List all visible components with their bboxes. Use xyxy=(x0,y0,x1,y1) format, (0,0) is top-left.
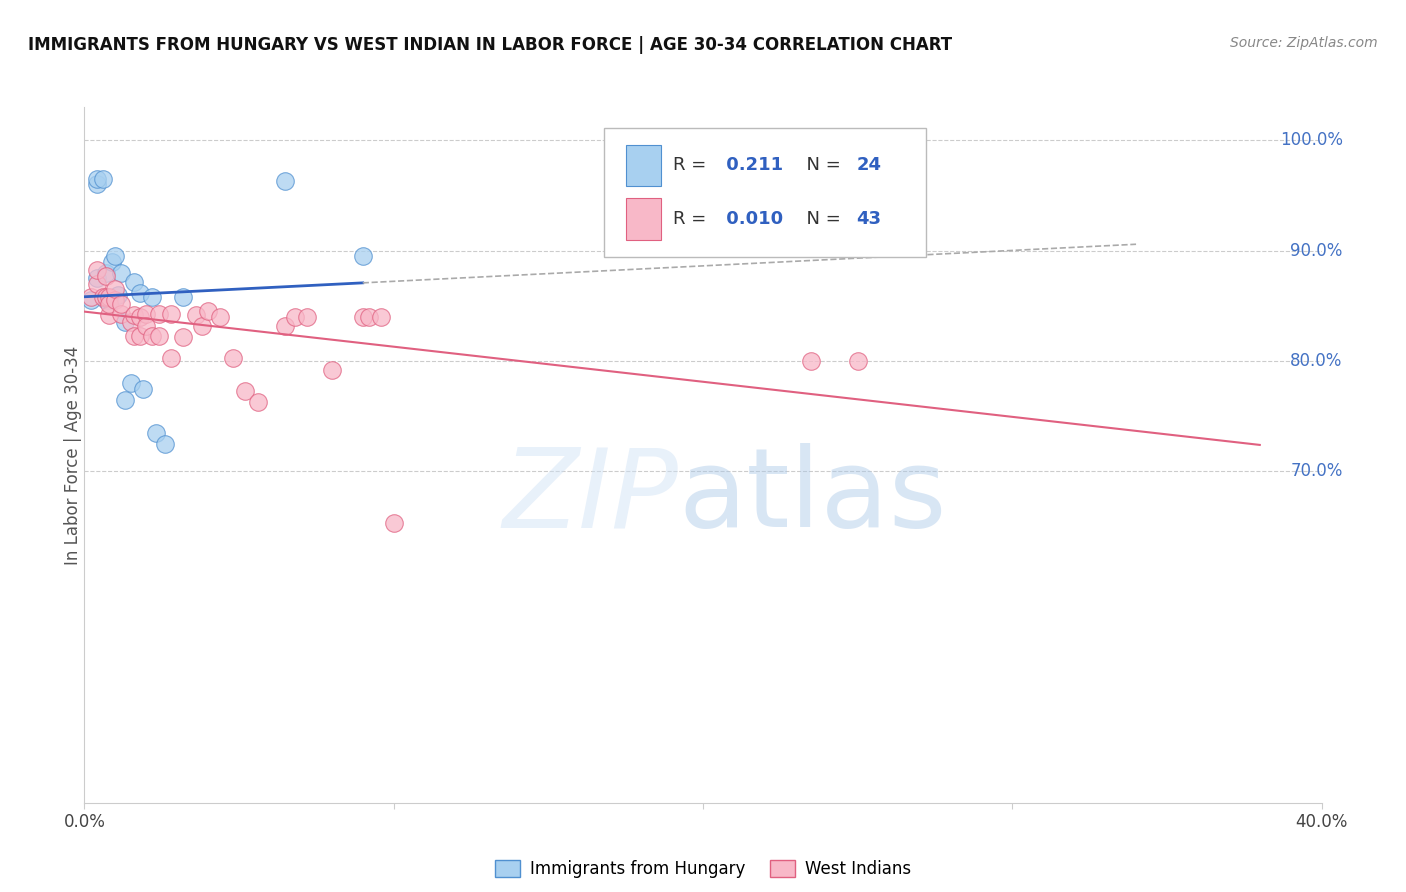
Text: 80.0%: 80.0% xyxy=(1291,352,1343,370)
Point xyxy=(197,304,219,318)
Point xyxy=(79,293,101,308)
FancyBboxPatch shape xyxy=(626,198,661,240)
Point xyxy=(129,328,152,343)
Point xyxy=(98,290,121,304)
Point xyxy=(148,328,170,343)
Point xyxy=(382,516,405,531)
Point xyxy=(246,395,269,409)
Point xyxy=(86,271,108,285)
FancyBboxPatch shape xyxy=(626,145,661,186)
Point xyxy=(132,382,155,396)
Point xyxy=(370,310,392,324)
Point xyxy=(172,290,194,304)
Point xyxy=(122,308,145,322)
Point xyxy=(104,282,127,296)
Text: ZIP: ZIP xyxy=(502,443,678,550)
Text: 100.0%: 100.0% xyxy=(1279,131,1343,149)
Text: 90.0%: 90.0% xyxy=(1291,242,1343,260)
Text: N =: N = xyxy=(794,156,846,175)
Point xyxy=(110,296,132,310)
Point xyxy=(91,171,114,186)
Point xyxy=(114,392,136,407)
Point xyxy=(160,307,183,321)
Text: R =: R = xyxy=(673,156,713,175)
Text: 24: 24 xyxy=(856,156,882,175)
Legend: Immigrants from Hungary, West Indians: Immigrants from Hungary, West Indians xyxy=(488,854,918,885)
Text: 70.0%: 70.0% xyxy=(1291,462,1343,481)
Point xyxy=(86,277,108,291)
Point xyxy=(110,307,132,321)
Point xyxy=(184,308,207,322)
Point xyxy=(160,351,183,365)
Point xyxy=(122,275,145,289)
Point xyxy=(91,290,114,304)
Point xyxy=(129,310,152,324)
Point xyxy=(122,328,145,343)
Point xyxy=(104,293,127,308)
Text: 0.211: 0.211 xyxy=(720,156,783,175)
Point xyxy=(101,254,124,268)
Point xyxy=(141,290,163,304)
Point xyxy=(352,310,374,324)
Text: N =: N = xyxy=(794,210,846,228)
Point xyxy=(284,310,307,324)
Point xyxy=(800,354,823,368)
Point xyxy=(107,287,129,301)
Point xyxy=(94,266,117,280)
Point xyxy=(94,290,117,304)
Point xyxy=(172,330,194,344)
Point xyxy=(86,178,108,192)
Point xyxy=(129,285,152,300)
Point xyxy=(191,318,214,333)
Y-axis label: In Labor Force | Age 30-34: In Labor Force | Age 30-34 xyxy=(65,345,82,565)
Text: atlas: atlas xyxy=(678,443,946,550)
Point xyxy=(295,310,318,324)
Text: 0.010: 0.010 xyxy=(720,210,783,228)
Point xyxy=(141,328,163,343)
Point xyxy=(120,315,142,329)
Point xyxy=(94,268,117,283)
Point xyxy=(86,171,108,186)
Point xyxy=(104,249,127,263)
Point xyxy=(209,310,232,324)
Point xyxy=(135,318,157,333)
Point xyxy=(98,296,121,310)
Point xyxy=(846,354,869,368)
FancyBboxPatch shape xyxy=(605,128,925,257)
Point xyxy=(120,376,142,391)
Text: Source: ZipAtlas.com: Source: ZipAtlas.com xyxy=(1230,36,1378,50)
Point xyxy=(110,266,132,280)
Point xyxy=(148,307,170,321)
Point xyxy=(114,315,136,329)
Point xyxy=(233,384,256,398)
Text: 43: 43 xyxy=(856,210,882,228)
Point xyxy=(94,293,117,308)
Point xyxy=(153,437,176,451)
Point xyxy=(145,425,167,440)
Text: R =: R = xyxy=(673,210,713,228)
Text: IMMIGRANTS FROM HUNGARY VS WEST INDIAN IN LABOR FORCE | AGE 30-34 CORRELATION CH: IMMIGRANTS FROM HUNGARY VS WEST INDIAN I… xyxy=(28,36,952,54)
Point xyxy=(274,318,297,333)
Point xyxy=(274,174,297,188)
Point xyxy=(98,308,121,322)
Point xyxy=(98,293,121,308)
Point xyxy=(357,310,380,324)
Point xyxy=(135,307,157,321)
Point xyxy=(352,249,374,263)
Point xyxy=(79,290,101,304)
Point xyxy=(321,363,343,377)
Point xyxy=(222,351,245,365)
Point xyxy=(86,263,108,277)
